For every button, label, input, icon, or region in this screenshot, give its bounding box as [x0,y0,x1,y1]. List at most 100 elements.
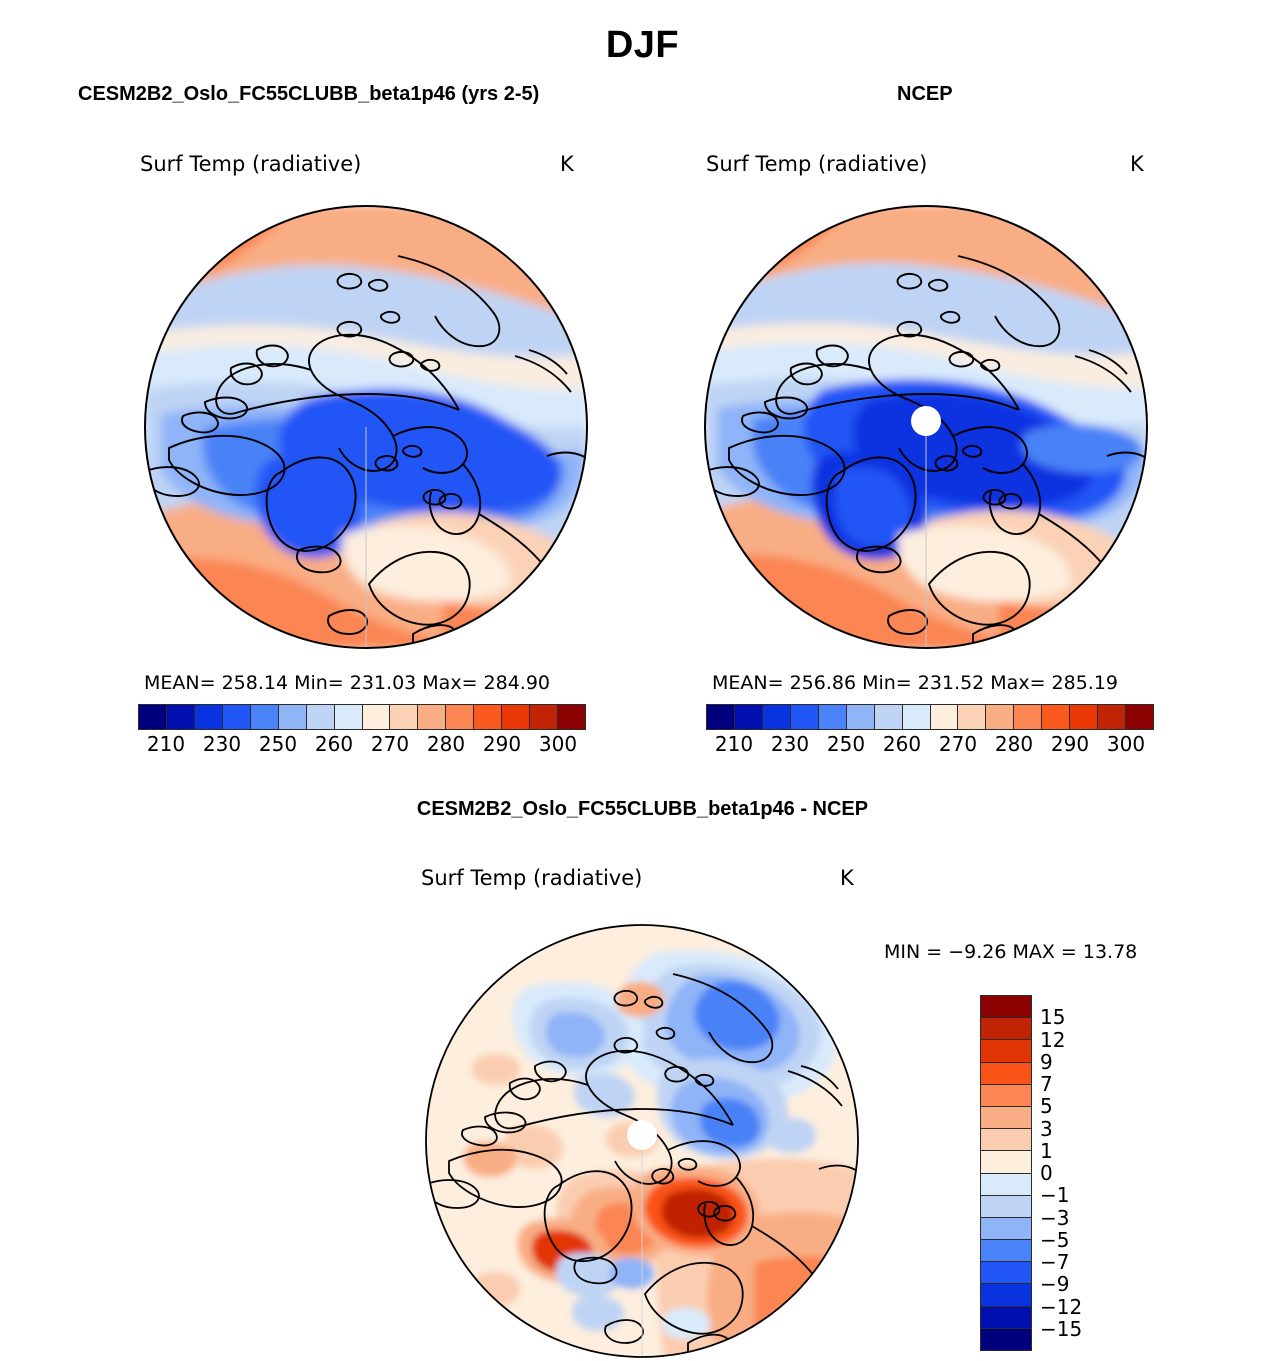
colorbar-swatch [958,705,987,729]
colorbar-swatch [986,705,1015,729]
model-stats: MEAN= 258.14 Min= 231.03 Max= 284.90 [144,672,551,694]
pole-marker [627,1120,657,1150]
model-colorbar-ticks: 210 230 250 260 270 280 290 300 [138,732,586,756]
colorbar-swatch [1070,705,1099,729]
colorbar-tick-label: −12 [1040,1294,1083,1319]
diff-colorbar-ticks: 15 12 9 7 5 3 1 0 −1 −3 −5 −7 −9 −12 −15 [1040,995,1100,1351]
model-colorbar [138,704,586,730]
colorbar-swatch [981,1040,1031,1063]
colorbar-swatch [981,1217,1031,1241]
colorbar-swatch [930,705,959,729]
colorbar-tick-label: 230 [202,732,242,756]
colorbar-swatch [981,1195,1031,1218]
colorbar-swatch [446,705,475,729]
colorbar-tick-label: −1 [1040,1183,1070,1208]
colorbar-swatch [558,705,585,729]
colorbar-tick-label: −5 [1040,1227,1070,1252]
colorbar-swatch [790,705,819,729]
colorbar-swatch [981,1129,1031,1152]
obs-colorbar [706,704,1154,730]
colorbar-tick-label: 300 [1106,732,1146,756]
colorbar-swatch [981,1062,1031,1085]
colorbar-swatch [334,705,363,729]
colorbar-swatch [846,705,875,729]
colorbar-swatch [1042,705,1071,729]
colorbar-swatch [1014,705,1043,729]
obs-stats: MEAN= 256.86 Min= 231.52 Max= 285.19 [712,672,1119,694]
colorbar-tick-label: 300 [538,732,578,756]
colorbar-swatch [734,705,763,729]
obs-unit-label: K [1130,152,1144,176]
colorbar-tick-label: 5 [1040,1094,1053,1119]
colorbar-swatch [981,1306,1031,1329]
colorbar-swatch [981,1018,1031,1041]
diff-unit-label: K [840,866,854,890]
colorbar-tick-label: 250 [258,732,298,756]
colorbar-swatch [166,705,195,729]
colorbar-tick-label: −7 [1040,1250,1070,1274]
colorbar-swatch [981,1284,1031,1307]
colorbar-swatch [981,1262,1031,1285]
colorbar-swatch [474,705,503,729]
colorbar-swatch [362,705,391,729]
colorbar-swatch [306,705,335,729]
colorbar-tick-label: 3 [1040,1116,1053,1141]
colorbar-tick-label: 270 [370,732,410,756]
colorbar-swatch [981,1173,1031,1196]
colorbar-swatch [390,705,419,729]
obs-panel-title: NCEP [897,83,953,105]
colorbar-tick-label: 9 [1040,1049,1053,1074]
colorbar-tick-label: 210 [146,732,186,756]
colorbar-tick-label: 280 [426,732,466,756]
diff-panel-title: CESM2B2_Oslo_FC55CLUBB_beta1p46 - NCEP [416,798,869,820]
colorbar-swatch [1126,705,1153,729]
colorbar-tick-label: 0 [1040,1161,1053,1185]
colorbar-tick-label: 280 [994,732,1034,756]
colorbar-tick-label: 290 [1050,732,1090,756]
obs-variable-label: Surf Temp (radiative) [706,152,928,176]
colorbar-swatch [502,705,531,729]
colorbar-tick-label: 1 [1040,1138,1053,1163]
colorbar-swatch [278,705,307,729]
colorbar-tick-label: 260 [314,732,354,756]
colorbar-swatch [707,705,735,729]
model-unit-label: K [560,152,574,176]
model-variable-label: Surf Temp (radiative) [140,152,362,176]
colorbar-swatch [981,996,1031,1019]
colorbar-swatch [139,705,167,729]
colorbar-tick-label: 270 [938,732,978,756]
colorbar-swatch [530,705,559,729]
colorbar-swatch [818,705,847,729]
diff-polar-map [424,923,860,1359]
pole-marker [911,406,941,436]
diff-colorbar [980,995,1032,1351]
season-title: DJF [605,24,680,66]
model-polar-map [143,204,589,650]
colorbar-swatch [981,1240,1031,1263]
colorbar-swatch [1098,705,1127,729]
colorbar-tick-label: −3 [1040,1205,1070,1230]
colorbar-tick-label: 290 [482,732,522,756]
obs-polar-map [703,204,1149,650]
diff-variable-label: Surf Temp (radiative) [421,866,643,890]
colorbar-swatch [874,705,903,729]
colorbar-swatch [981,1328,1031,1350]
colorbar-tick-label: −9 [1040,1272,1070,1297]
colorbar-swatch [250,705,279,729]
colorbar-tick-label: 15 [1040,1005,1066,1030]
colorbar-tick-label: 210 [714,732,754,756]
colorbar-swatch [418,705,447,729]
colorbar-swatch [981,1151,1031,1174]
colorbar-swatch [981,1084,1031,1107]
obs-colorbar-ticks: 210 230 250 260 270 280 290 300 [706,732,1154,756]
colorbar-tick-label: 260 [882,732,922,756]
colorbar-tick-label: 250 [826,732,866,756]
colorbar-tick-label: 230 [770,732,810,756]
colorbar-tick-label: 12 [1040,1027,1066,1052]
colorbar-swatch [902,705,931,729]
diff-stats: MIN = −9.26 MAX = 13.78 [884,941,1138,963]
colorbar-swatch [762,705,791,729]
colorbar-swatch [194,705,223,729]
colorbar-swatch [222,705,251,729]
colorbar-tick-label: 7 [1040,1072,1053,1096]
